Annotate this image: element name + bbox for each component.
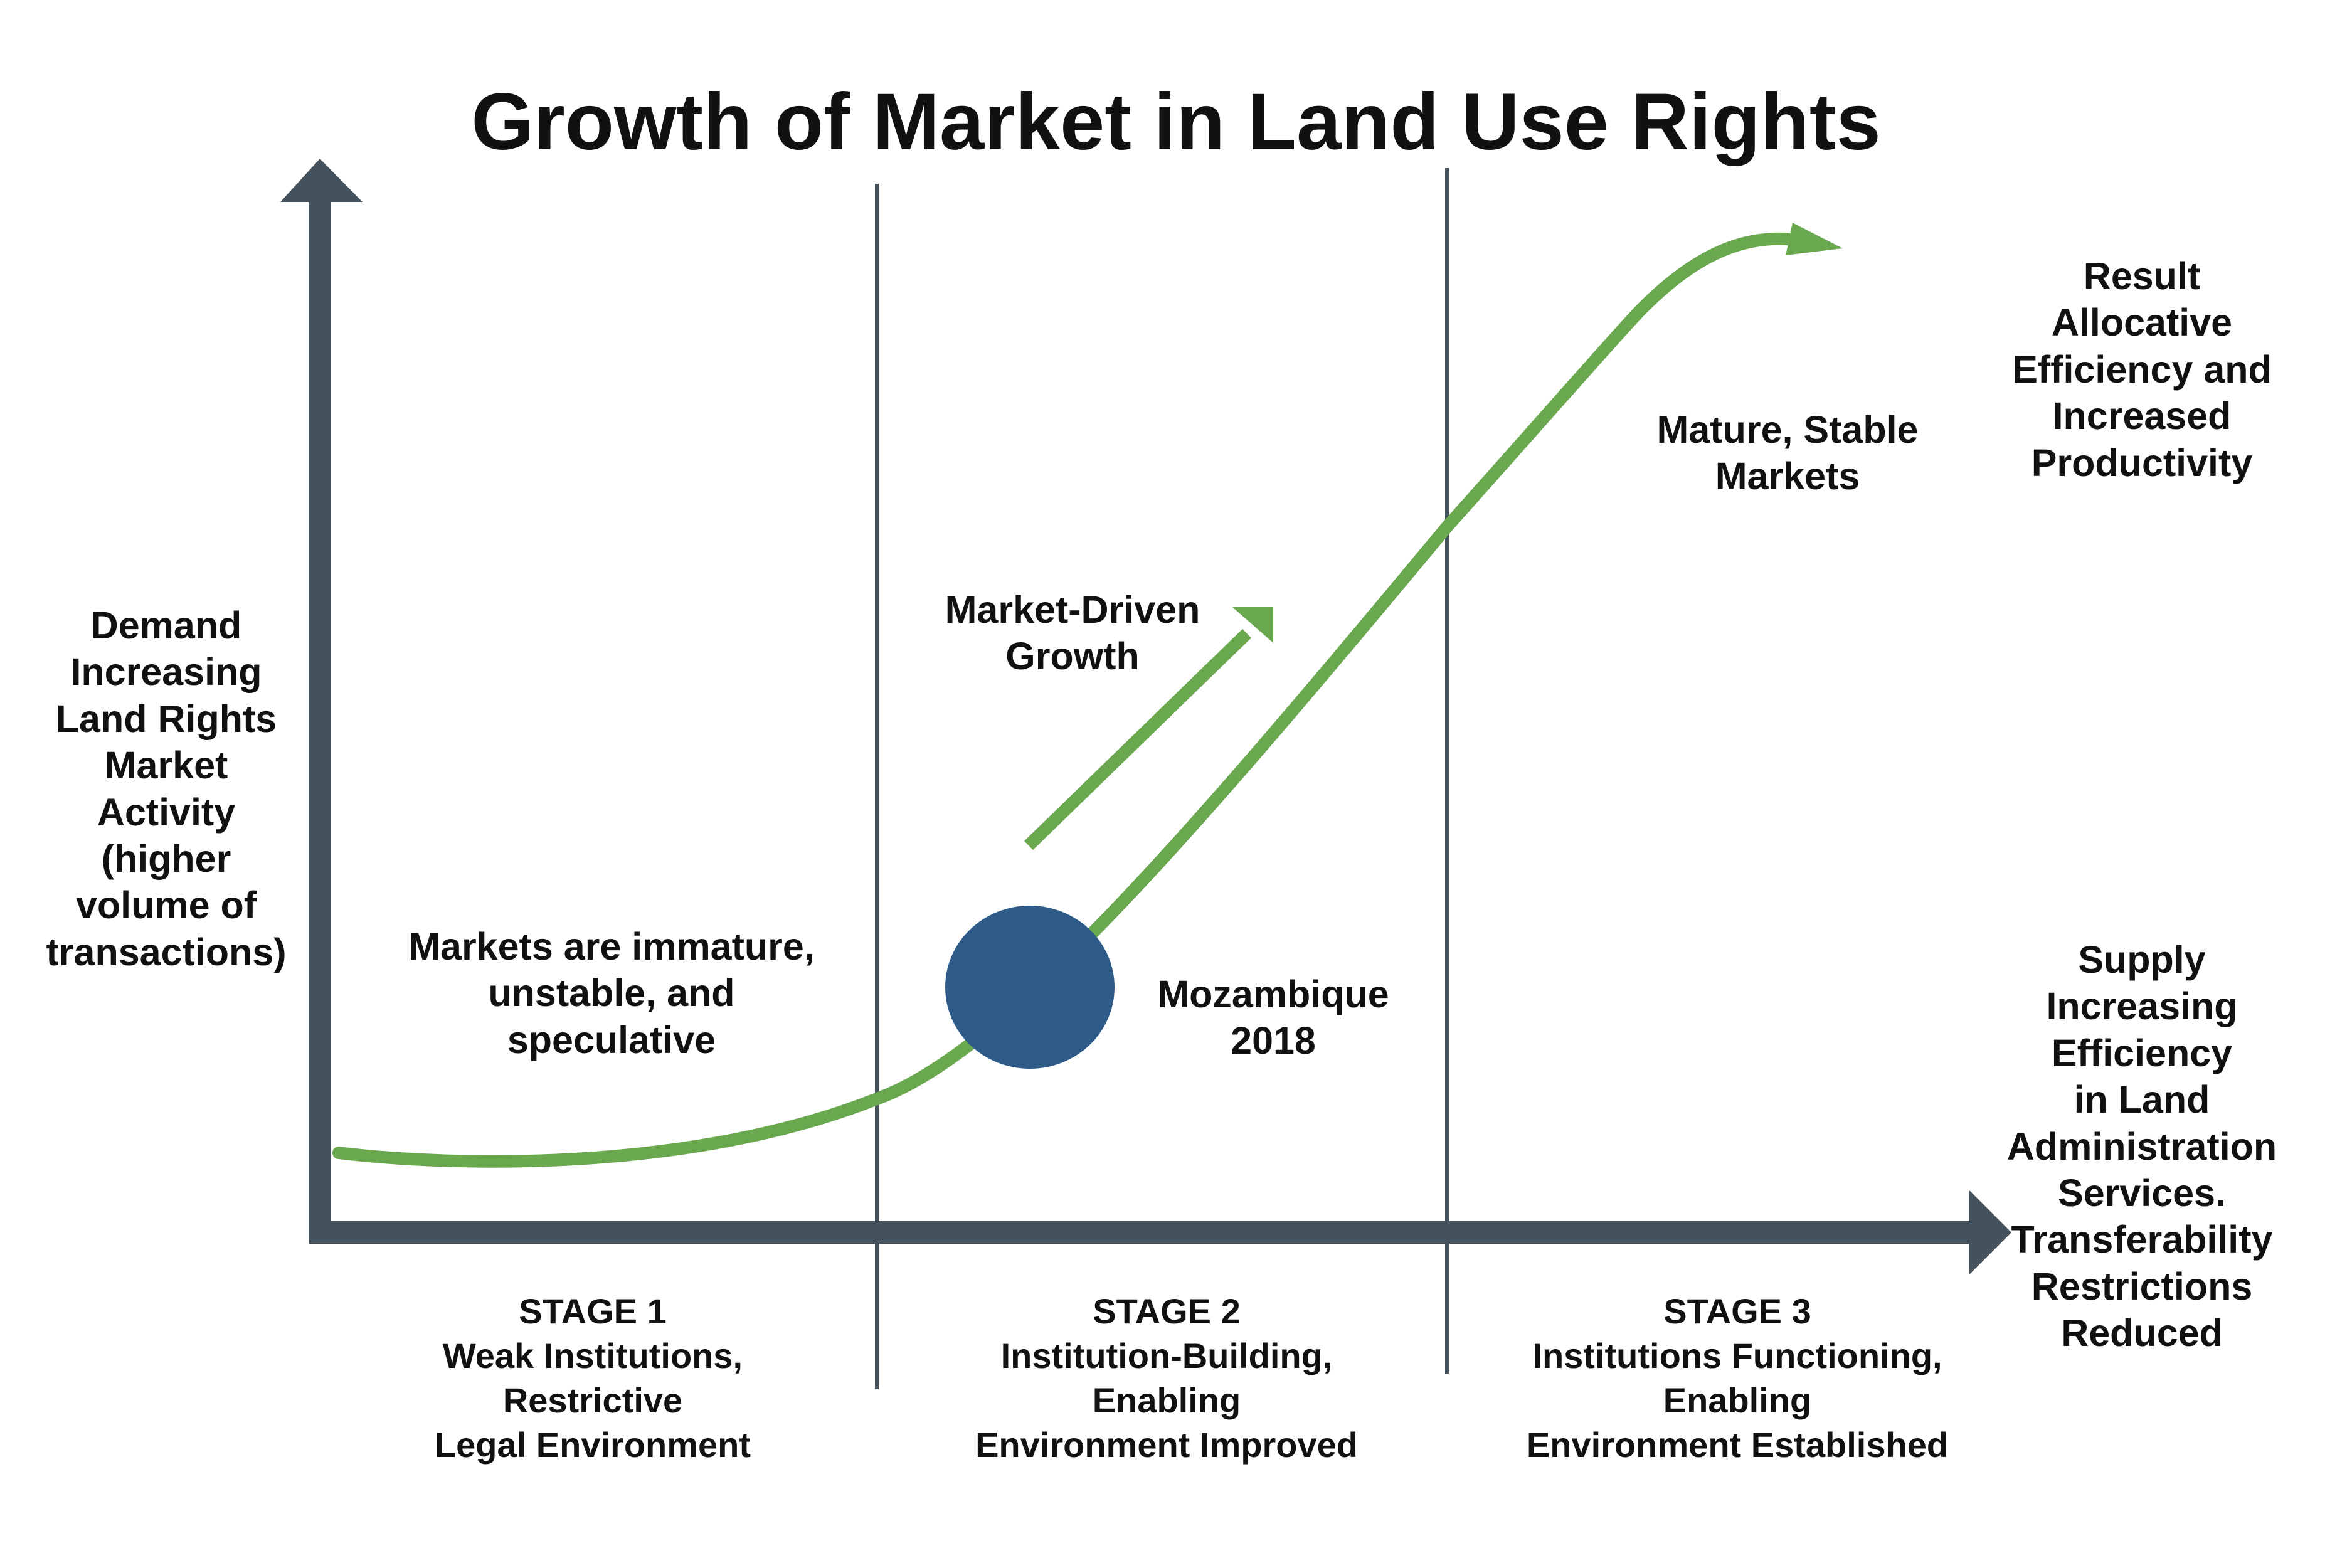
y-axis-label: Demand Increasing Land Rights Market Act… bbox=[25, 602, 307, 975]
x-axis-label-line: Increasing bbox=[2046, 985, 2238, 1028]
mozambique-label-line: 2018 bbox=[1231, 1019, 1316, 1062]
mature-markets-label: Mature, Stable Markets bbox=[1618, 406, 1957, 500]
result-label: Result Allocative Efficiency and Increas… bbox=[1988, 253, 2296, 486]
y-axis-arrowhead bbox=[280, 159, 363, 202]
market-growth-curve-arrowhead bbox=[1786, 223, 1843, 255]
stage-description-line: Weak Institutions, bbox=[442, 1336, 743, 1376]
stage-description-line: Institutions Functioning, bbox=[1532, 1336, 1942, 1376]
stage-description-line: Enabling bbox=[1092, 1380, 1241, 1421]
stage-description-line: Institution-Building, bbox=[1000, 1336, 1333, 1376]
mozambique-marker bbox=[945, 906, 1115, 1069]
stage1-note-line: Markets are immature, bbox=[408, 925, 815, 968]
result-label-line: Result bbox=[2083, 255, 2201, 297]
x-axis-label-line: Reduced bbox=[2061, 1311, 2223, 1355]
mature-markets-label-line: Mature, Stable bbox=[1656, 408, 1919, 451]
x-axis-label-line: Transferability bbox=[2011, 1218, 2273, 1261]
market-driven-arrowhead bbox=[1232, 607, 1273, 643]
x-axis-arrowhead bbox=[1969, 1190, 2011, 1274]
x-axis-label: Supply Increasing Efficiency in Land Adm… bbox=[1988, 936, 2296, 1357]
stage-description-line: Environment Improved bbox=[975, 1425, 1358, 1465]
market-driven-label-line: Market-Driven bbox=[945, 588, 1200, 631]
mozambique-label: Mozambique 2018 bbox=[1123, 971, 1424, 1064]
mozambique-label-line: Mozambique bbox=[1157, 973, 1389, 1015]
stage-caption-1: STAGE 1 Weak Institutions, Restrictive L… bbox=[389, 1289, 797, 1467]
y-axis-label-line: Increasing bbox=[70, 650, 262, 694]
market-driven-arrow bbox=[1024, 628, 1251, 850]
mature-markets-label-line: Markets bbox=[1715, 455, 1860, 498]
stage1-note-line: unstable, and bbox=[488, 972, 735, 1015]
y-axis-label-line: Activity bbox=[97, 790, 236, 834]
stage1-note-line: speculative bbox=[507, 1018, 716, 1061]
y-axis bbox=[309, 199, 331, 1244]
x-axis-label-line: Supply bbox=[2078, 938, 2206, 981]
stage-description-line: Enabling bbox=[1663, 1380, 1812, 1421]
stage-heading: STAGE 2 bbox=[1093, 1291, 1241, 1331]
result-label-line: Increased bbox=[2052, 395, 2232, 438]
x-axis bbox=[309, 1221, 1974, 1244]
y-axis-label-line: Demand bbox=[90, 604, 242, 647]
x-axis-label-line: Services. bbox=[2058, 1172, 2226, 1215]
stage-caption-2: STAGE 2 Institution-Building, Enabling E… bbox=[960, 1289, 1374, 1467]
y-axis-label-line: Market bbox=[104, 744, 228, 787]
x-axis-label-line: in Land bbox=[2074, 1078, 2210, 1121]
y-axis-label-line: transactions) bbox=[46, 930, 287, 973]
x-axis-label-line: Efficiency bbox=[2051, 1031, 2233, 1074]
stage-heading: STAGE 3 bbox=[1663, 1291, 1811, 1331]
x-axis-label-line: Restrictions bbox=[2031, 1264, 2253, 1308]
result-label-line: Productivity bbox=[2031, 441, 2253, 484]
stage-caption-3: STAGE 3 Institutions Functioning, Enabli… bbox=[1505, 1289, 1969, 1467]
result-label-line: Allocative bbox=[2051, 301, 2233, 344]
result-label-line: Efficiency and bbox=[2012, 347, 2272, 391]
stage-description-line: Environment Established bbox=[1526, 1425, 1949, 1465]
stage-description-line: Legal Environment bbox=[434, 1425, 751, 1465]
x-axis-label-line: Administration bbox=[2006, 1125, 2277, 1168]
stage-description-line: Restrictive bbox=[502, 1380, 683, 1421]
y-axis-label-line: (higher bbox=[101, 837, 231, 881]
market-driven-label-line: Growth bbox=[1005, 635, 1140, 678]
market-growth-curve bbox=[332, 232, 1813, 1168]
market-driven-label: Market-Driven Growth bbox=[903, 586, 1242, 680]
diagram-title: Growth of Market in Land Use Rights bbox=[471, 77, 1881, 167]
y-axis-label-line: Land Rights bbox=[55, 697, 277, 740]
stage-heading: STAGE 1 bbox=[519, 1291, 667, 1331]
y-axis-label-line: volume of bbox=[75, 884, 257, 927]
stage1-note: Markets are immature, unstable, and spec… bbox=[370, 923, 853, 1063]
